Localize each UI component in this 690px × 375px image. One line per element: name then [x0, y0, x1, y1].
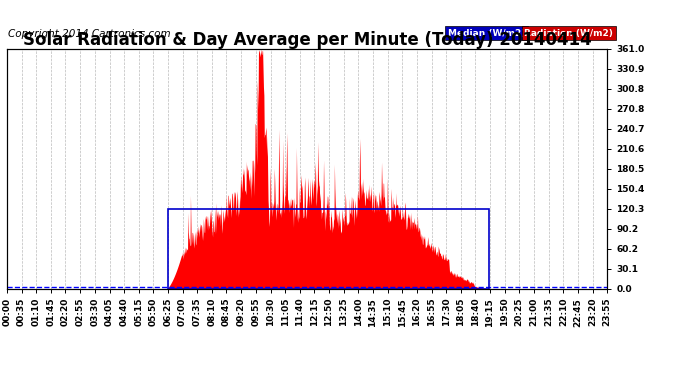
Bar	[168, 209, 489, 289]
Text: Median (W/m2): Median (W/m2)	[448, 28, 526, 38]
Text: Radiation (W/m2): Radiation (W/m2)	[524, 28, 613, 38]
Text: Copyright 2014 Cartronics.com: Copyright 2014 Cartronics.com	[8, 29, 170, 39]
Title: Solar Radiation & Day Average per Minute (Today) 20140414: Solar Radiation & Day Average per Minute…	[23, 31, 591, 49]
